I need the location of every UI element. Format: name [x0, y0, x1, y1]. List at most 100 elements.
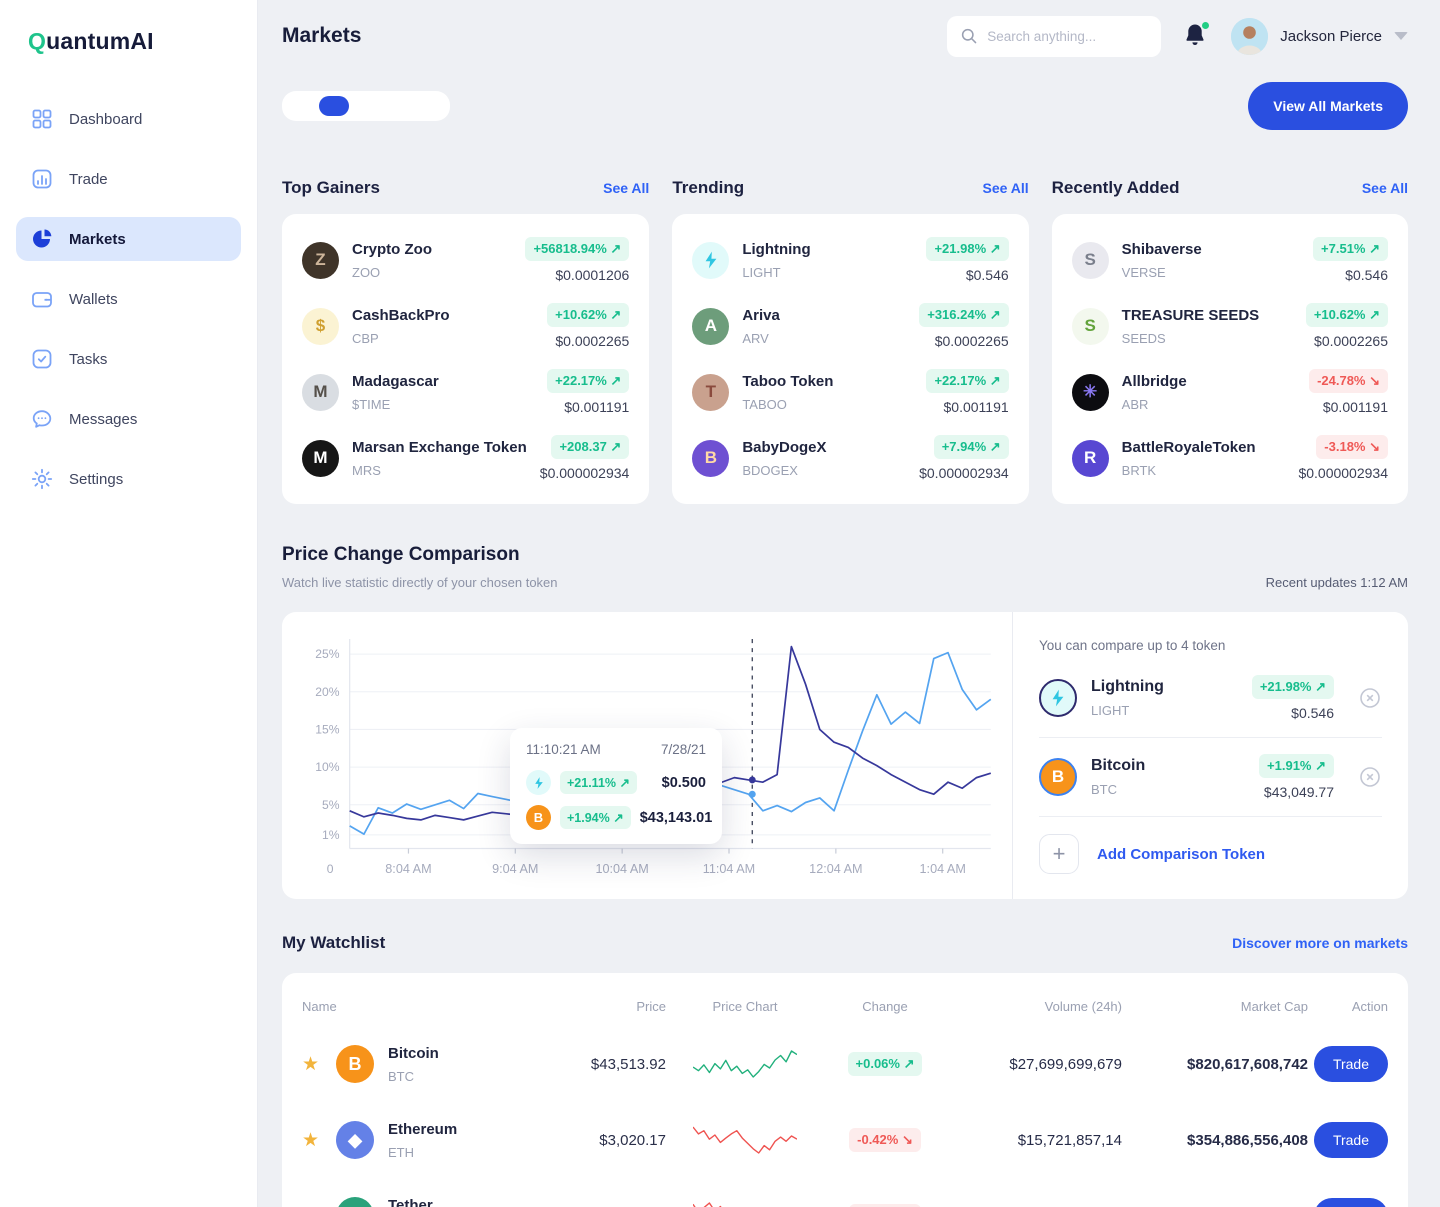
top-bar: Markets Jackson Pierce	[282, 12, 1408, 60]
column-name: Name	[302, 999, 337, 1014]
comparison-chart-area[interactable]: 25% 20% 15% 10% 5% 1% 0 8:04 AM 9:04 AM 10:04 AM 1…	[282, 612, 1012, 899]
coin-name: Ariva	[742, 306, 780, 324]
coin-row-shibaverse[interactable]: S Shibaverse VERSE +7.51% ↗ $0.546	[1071, 227, 1388, 293]
sidebar-item-trade[interactable]: Trade	[16, 157, 241, 201]
notification-dot	[1202, 22, 1210, 29]
volume-value: $27,699,699,679	[1009, 1055, 1122, 1073]
search-input[interactable]	[987, 28, 1138, 44]
coin-name: Tether	[388, 1196, 433, 1207]
sidebar-item-markets[interactable]: Markets	[16, 217, 241, 261]
coin-name: Lightning	[742, 240, 811, 258]
comparison-subtitle: Watch live statistic directly of your ch…	[282, 575, 558, 590]
coin-price: $0.0002265	[934, 333, 1009, 349]
market-cap-value: $354,886,556,408	[1187, 1131, 1308, 1149]
svg-text:10:04 AM: 10:04 AM	[595, 862, 648, 876]
coin-icon: M	[302, 439, 339, 477]
see-all-link[interactable]: See All	[1361, 180, 1408, 196]
trade-button[interactable]: Trade	[1313, 1046, 1388, 1082]
change-badge: -0.06% ↘	[849, 1204, 921, 1207]
see-all-link[interactable]: See All	[603, 180, 650, 196]
coin-price: $0.546	[1291, 705, 1334, 721]
tooltip-row-object-object: +21.11% ↗ $0.500	[526, 770, 706, 795]
change-badge: +10.62% ↗	[547, 303, 630, 327]
coin-row-lightning[interactable]: Lightning LIGHT +21.98% ↗ $0.546	[692, 227, 1009, 293]
svg-text:15%: 15%	[315, 722, 339, 736]
coin-icon: B	[1039, 758, 1077, 796]
sidebar-item-icon	[30, 407, 54, 431]
coin-price: $0.000002934	[1298, 465, 1388, 481]
change-badge: -3.18% ↘	[1316, 435, 1388, 459]
app-logo: QuantumAI	[28, 28, 154, 54]
coin-row-ariva[interactable]: A Ariva ARV +316.24% ↗ $0.0002265	[692, 293, 1009, 359]
discover-markets-link[interactable]: Discover more on markets	[1232, 935, 1408, 951]
coin-name: Bitcoin	[1091, 757, 1146, 774]
add-comparison-token-button[interactable]: + Add Comparison Token	[1039, 817, 1382, 891]
sidebar-item-dashboard[interactable]: Dashboard	[16, 97, 241, 141]
recent-updates-label: Recent updates 1:12 AM	[1265, 575, 1408, 590]
timeframe-tab-1h[interactable]	[287, 96, 317, 116]
coin-row-battleroyaletoken[interactable]: R BattleRoyaleToken BRTK -3.18% ↘ $0.000…	[1071, 425, 1388, 491]
coin-name: Taboo Token	[742, 372, 834, 390]
coin-symbol: LIGHT	[742, 264, 781, 280]
coin-row-cashbackpro[interactable]: $ CashBackPro CBP +10.62% ↗ $0.0002265	[302, 293, 630, 359]
coin-symbol: BRTK	[1121, 462, 1157, 478]
comparison-chart: 25% 20% 15% 10% 5% 1% 0 8:04 AM 9:04 AM 10:04 AM 1…	[315, 639, 992, 876]
svg-text:8:04 AM: 8:04 AM	[385, 862, 431, 876]
coin-row-marsan-exchange-token[interactable]: M Marsan Exchange Token MRS +208.37 ↗ $0…	[302, 425, 630, 491]
sidebar-item-label: Trade	[69, 170, 108, 188]
star-icon[interactable]: ★	[302, 1129, 320, 1151]
bell-icon	[1186, 24, 1204, 45]
sidebar-nav: Dashboard Trade Markets Wallets Tasks Me…	[16, 97, 241, 501]
coin-icon: B	[336, 1045, 374, 1083]
remove-token-button[interactable]	[1358, 765, 1382, 789]
comparison-card: 25% 20% 15% 10% 5% 1% 0 8:04 AM 9:04 AM 10:04 AM 1…	[282, 612, 1408, 899]
trade-button[interactable]: Trade	[1313, 1122, 1388, 1158]
timeframe-tab-1y[interactable]	[415, 96, 445, 116]
comparison-title: Price Change Comparison	[282, 544, 520, 565]
coin-price: $0.001191	[943, 399, 1009, 415]
change-badge: +22.17% ↗	[547, 369, 630, 393]
see-all-link[interactable]: See All	[982, 180, 1029, 196]
coin-name: Bitcoin	[388, 1044, 439, 1062]
remove-token-button[interactable]	[1358, 686, 1382, 710]
change-badge: +0.06% ↗	[847, 1052, 923, 1076]
coin-row-treasure-seeds[interactable]: S TREASURE SEEDS SEEDS +10.62% ↗ $0.0002…	[1071, 293, 1388, 359]
sidebar-item-label: Messages	[69, 410, 138, 428]
tooltip-value: $43,143.01	[639, 809, 713, 826]
timeframe-tab-1w[interactable]	[351, 96, 381, 116]
tooltip-value: $0.500	[661, 774, 706, 791]
markets-toolbar: View All Markets	[282, 82, 1408, 130]
coin-row-allbridge[interactable]: ✳ Allbridge ABR -24.78% ↘ $0.001191	[1071, 359, 1388, 425]
sidebar-item-icon	[30, 347, 54, 371]
view-all-markets-button[interactable]: View All Markets	[1248, 82, 1408, 130]
coin-icon: M	[302, 373, 339, 411]
change-badge: +7.51% ↗	[1313, 237, 1388, 261]
user-menu[interactable]: Jackson Pierce	[1231, 17, 1408, 55]
change-badge: +316.24% ↗	[919, 303, 1009, 327]
plus-icon: +	[1039, 834, 1079, 874]
trade-button[interactable]: Trade	[1313, 1198, 1388, 1207]
coin-icon: S	[1071, 307, 1109, 345]
sidebar: QuantumAI Dashboard Trade Markets Wallet…	[0, 0, 258, 1207]
star-icon[interactable]: ★	[302, 1205, 336, 1207]
coin-row-taboo-token[interactable]: T Taboo Token TABOO +22.17% ↗ $0.001191	[692, 359, 1009, 425]
sidebar-item-messages[interactable]: Messages	[16, 397, 241, 441]
timeframe-tabs	[282, 91, 450, 121]
sidebar-item-settings[interactable]: Settings	[16, 457, 241, 501]
sidebar-item-icon	[30, 167, 54, 191]
timeframe-tab-24h[interactable]	[319, 96, 349, 116]
coin-price: $0.0002265	[1314, 333, 1388, 349]
sidebar-item-tasks[interactable]: Tasks	[16, 337, 241, 381]
price-sparkline	[666, 1198, 824, 1207]
coin-row-crypto-zoo[interactable]: Z Crypto Zoo ZOO +56818.94% ↗ $0.0001206	[302, 227, 630, 293]
coin-row-babydogex[interactable]: B BabyDogeX BDOGEX +7.94% ↗ $0.000002934	[692, 425, 1009, 491]
timeframe-tab-1m[interactable]	[383, 96, 413, 116]
coin-row-madagascar[interactable]: M Madagascar $TIME +22.17% ↗ $0.001191	[302, 359, 630, 425]
svg-text:10%: 10%	[315, 760, 339, 774]
market-sections: Top Gainers See All Z Crypto Zoo ZOO +56…	[282, 178, 1408, 504]
notifications-button[interactable]	[1183, 22, 1210, 50]
page-title: Markets	[282, 24, 362, 47]
star-icon[interactable]: ★	[302, 1053, 320, 1075]
coin-symbol: BTC	[1091, 782, 1117, 797]
sidebar-item-wallets[interactable]: Wallets	[16, 277, 241, 321]
